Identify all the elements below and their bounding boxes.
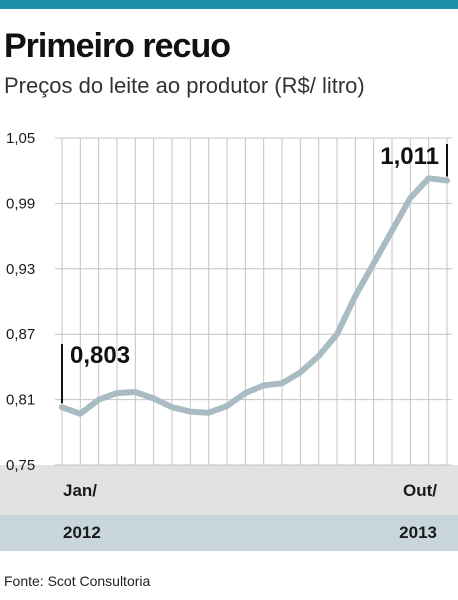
y-tick-label: 0,87 — [6, 326, 35, 343]
gridlines — [55, 137, 452, 466]
x-label-start-month: Jan/ — [63, 481, 97, 500]
callout-end-label: 1,011 — [380, 143, 439, 170]
series-line — [59, 175, 450, 417]
y-axis-tick-labels: 0,75 0,81 0,87 0,93 0,99 1,05 — [6, 130, 35, 474]
chart-subtitle: Preços do leite ao produtor (R$/ litro) — [4, 73, 365, 98]
series-line-path — [59, 175, 450, 417]
y-tick-label: 0,81 — [6, 392, 35, 409]
y-tick-label: 0,75 — [6, 457, 35, 474]
y-tick-label: 0,99 — [6, 195, 35, 212]
chart-title: Primeiro recuo — [4, 27, 231, 65]
x-label-end-month: Out/ — [403, 481, 437, 500]
top-accent-bar — [0, 0, 458, 9]
y-tick-label: 1,05 — [6, 130, 35, 147]
callout-start-label: 0,803 — [70, 342, 130, 369]
x-axis-bands — [0, 465, 458, 551]
month-band — [0, 465, 458, 515]
year-band — [0, 515, 458, 551]
x-label-start-year: 2012 — [63, 523, 101, 542]
source-note: Fonte: Scot Consultoria — [4, 573, 151, 589]
y-tick-label: 0,93 — [6, 261, 35, 278]
x-label-end-year: 2013 — [399, 523, 437, 542]
x-axis-labels: Jan/2012 Out/2013 — [63, 481, 437, 542]
callouts: 0,803 1,011 — [61, 143, 448, 404]
